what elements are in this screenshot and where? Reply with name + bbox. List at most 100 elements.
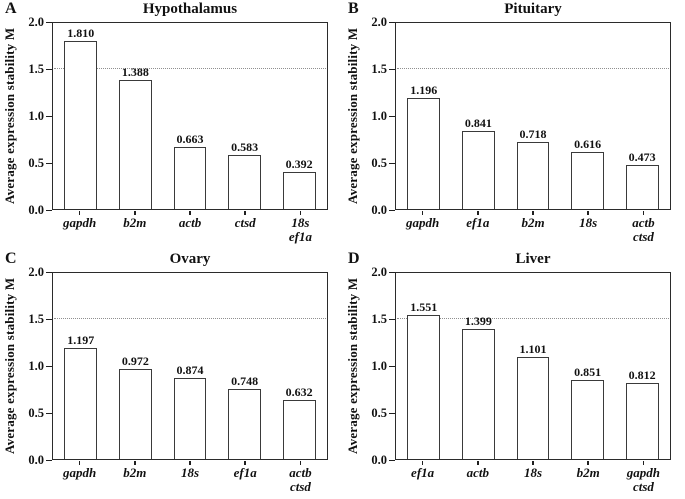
- bar-value-label: 1.101: [519, 341, 547, 356]
- bar: [407, 315, 441, 459]
- panel-hypothalamus: A Hypothalamus Average expression stabil…: [0, 0, 342, 249]
- y-tick-label: 1.0: [28, 359, 44, 373]
- y-tick-label: 2.0: [371, 265, 387, 279]
- bar-slot: 0.616: [560, 24, 615, 209]
- bar: [462, 130, 495, 209]
- x-category: gapdh ctsd: [616, 461, 671, 494]
- x-category: 18s: [505, 461, 560, 494]
- bar-slot: 0.718: [506, 24, 561, 209]
- y-tick-mark: [46, 115, 52, 117]
- x-tick-mark: [189, 461, 191, 465]
- bar: [625, 164, 659, 209]
- x-category-label: b2m: [576, 465, 600, 480]
- y-tick-label: 0.0: [371, 453, 387, 467]
- x-category: ef1a: [218, 461, 273, 494]
- bar-value-label: 0.718: [519, 127, 547, 142]
- x-category: ctsd: [218, 211, 273, 244]
- x-category: b2m: [505, 211, 560, 244]
- x-category-label: ctsd: [234, 215, 256, 230]
- x-tick-mark: [421, 461, 424, 465]
- x-category: 18s ef1a: [273, 211, 328, 244]
- x-category-label: gapdh: [626, 465, 661, 480]
- bars-group: 1.551 1.399 1.101 0.851 0.812: [397, 274, 670, 459]
- y-tick-mark: [46, 459, 52, 461]
- bar-slot: 1.101: [506, 274, 561, 459]
- x-tick-mark: [532, 461, 534, 465]
- y-tick-mark: [46, 21, 52, 23]
- x-axis-labels: gapdh b2m actb ctsd 18s ef1a: [52, 211, 328, 244]
- bar-value-label: 0.851: [574, 364, 602, 379]
- x-category-label: ef1a: [466, 215, 490, 230]
- bar-value-label: 0.392: [285, 157, 313, 172]
- plot-area: 0.0 0.5 1.0 1.5 2.0 1.810 1.388 0.663 0.583 0.392: [28, 15, 328, 217]
- x-category-label: ctsd: [632, 479, 654, 494]
- x-tick-mark: [587, 461, 589, 465]
- x-category: actb ctsd: [273, 461, 328, 494]
- bar-value-label: 1.551: [410, 300, 438, 315]
- bar: [462, 329, 495, 459]
- x-axis-labels: ef1a actb 18s b2m gapdh ctsd: [395, 461, 671, 494]
- bar-slot: 1.388: [108, 24, 163, 209]
- bar: [571, 151, 604, 209]
- bars-group: 1.196 0.841 0.718 0.616 0.473: [397, 24, 670, 209]
- bar-value-label: 0.812: [628, 368, 656, 383]
- panel-liver: D Liver Average expression stability M 0…: [343, 250, 685, 499]
- y-tick-mark: [46, 412, 52, 414]
- bar-slot: 0.972: [108, 274, 163, 459]
- bar-value-label: 1.196: [410, 82, 438, 97]
- panel-letter: C: [5, 250, 17, 267]
- y-tick-label: 0.5: [28, 406, 44, 420]
- bars-group: 1.197 0.972 0.874 0.748 0.632: [54, 274, 327, 459]
- x-tick-mark: [134, 461, 136, 465]
- y-tick-label: 2.0: [28, 265, 44, 279]
- y-tick-mark: [389, 271, 395, 273]
- threshold-line: [54, 318, 326, 319]
- x-axis-labels: gapdh ef1a b2m 18s actb ctsd: [395, 211, 671, 244]
- x-category: actb: [162, 211, 217, 244]
- y-tick-label: 0.5: [28, 156, 44, 170]
- x-category: b2m: [107, 211, 162, 244]
- x-tick-mark: [477, 461, 479, 465]
- x-tick-mark: [78, 461, 81, 465]
- x-category-label: gapdh: [405, 215, 440, 230]
- bar: [625, 383, 659, 459]
- x-category-label: actb: [466, 465, 489, 480]
- bar-slot: 1.810: [54, 24, 109, 209]
- bar-slot: 0.748: [217, 274, 272, 459]
- bar-value-label: 1.197: [67, 332, 95, 347]
- y-tick-label: 1.0: [28, 109, 44, 123]
- y-tick-label: 0.5: [371, 406, 387, 420]
- x-tick-mark: [299, 211, 302, 215]
- bar: [282, 400, 316, 459]
- bar: [228, 154, 261, 209]
- x-category-label: ef1a: [411, 465, 435, 480]
- bar-value-label: 1.399: [464, 314, 492, 329]
- x-category-label: b2m: [521, 215, 545, 230]
- threshold-line: [54, 68, 326, 69]
- y-tick-mark: [46, 318, 52, 320]
- bar-slot: 0.812: [615, 274, 670, 459]
- x-category-label: actb: [178, 215, 202, 230]
- y-tick-mark: [389, 365, 395, 367]
- x-category-label: b2m: [123, 465, 147, 480]
- y-tick-label: 1.0: [371, 109, 387, 123]
- x-category: 18s: [162, 461, 217, 494]
- bar-slot: 1.196: [397, 24, 452, 209]
- x-tick-mark: [477, 211, 479, 215]
- bar-value-label: 0.473: [628, 149, 656, 164]
- x-tick-mark: [189, 211, 191, 215]
- x-category: actb: [450, 461, 505, 494]
- bar-value-label: 0.616: [574, 136, 602, 151]
- x-tick-mark: [642, 461, 645, 465]
- x-tick-mark: [587, 211, 589, 215]
- bar-value-label: 0.841: [464, 115, 492, 130]
- x-category: gapdh: [52, 461, 107, 494]
- y-tick-mark: [46, 365, 52, 367]
- bar-slot: 0.583: [217, 24, 272, 209]
- y-tick-mark: [46, 162, 52, 164]
- bar-value-label: 0.972: [121, 353, 149, 368]
- threshold-line: [397, 68, 669, 69]
- y-tick-mark: [389, 21, 395, 23]
- bar: [228, 389, 261, 459]
